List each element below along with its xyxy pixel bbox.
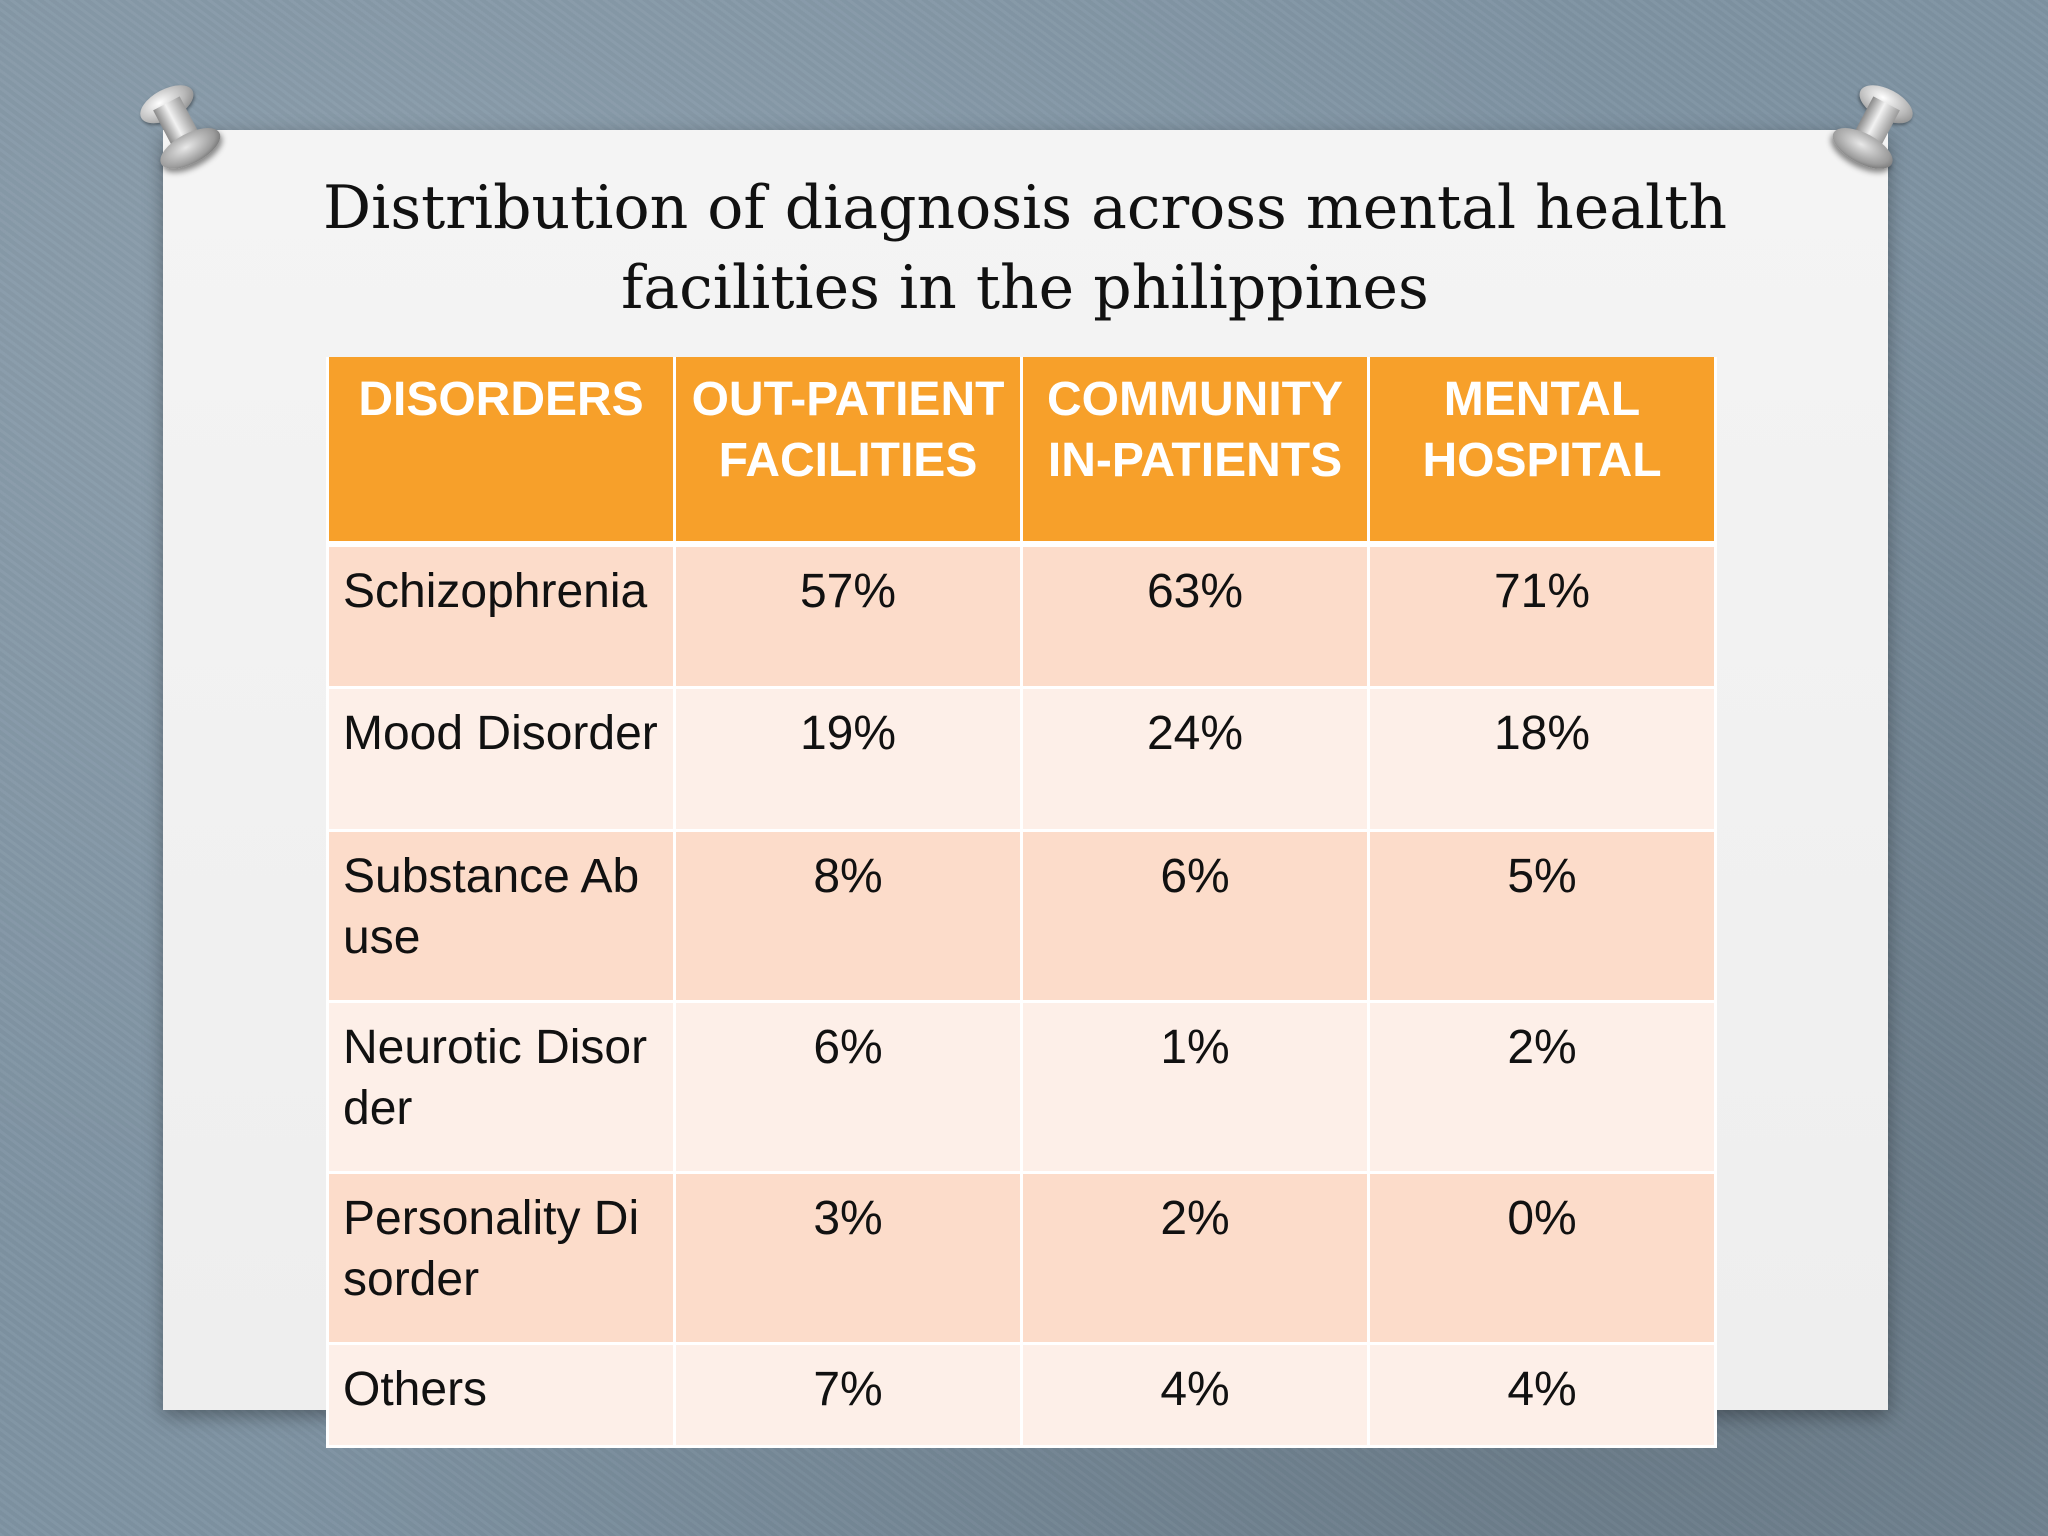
mental-hospital-value: 2% <box>1367 999 1717 1174</box>
out-patient-value: 3% <box>673 1170 1023 1345</box>
disorder-name: Schizophrenia <box>326 542 676 689</box>
table-header-row: DISORDERS OUT-PATIENT FACILITIES COMMUNI… <box>326 357 1717 547</box>
disorder-name: Personality Disorder <box>326 1170 676 1345</box>
mental-hospital-value: 71% <box>1367 542 1717 689</box>
out-patient-value: 6% <box>673 999 1023 1174</box>
table-row: Personality Disorder 3% 2% 0% <box>326 1170 1717 1345</box>
out-patient-value: 7% <box>673 1341 1023 1448</box>
community-in-patient-value: 2% <box>1020 1170 1370 1345</box>
header-mental-hospital: MENTAL HOSPITAL <box>1367 357 1717 547</box>
table-row: Schizophrenia 57% 63% 71% <box>326 542 1717 689</box>
mental-hospital-value: 18% <box>1367 685 1717 832</box>
out-patient-value: 8% <box>673 828 1023 1003</box>
table-row: Mood Disorder 19% 24% 18% <box>326 685 1717 832</box>
slide-title-line-2: facilities in the philippines <box>621 253 1429 323</box>
diagnosis-table: DISORDERS OUT-PATIENT FACILITIES COMMUNI… <box>326 357 1717 1448</box>
community-in-patient-value: 1% <box>1020 999 1370 1174</box>
table-row: Neurotic Disorder 6% 1% 2% <box>326 999 1717 1174</box>
slide-title: Distribution of diagnosis across mental … <box>250 168 1800 328</box>
mental-hospital-value: 0% <box>1367 1170 1717 1345</box>
community-in-patient-value: 6% <box>1020 828 1370 1003</box>
disorder-name: Neurotic Disorder <box>326 999 676 1174</box>
out-patient-value: 19% <box>673 685 1023 832</box>
table-row: Others 7% 4% 4% <box>326 1341 1717 1448</box>
mental-hospital-value: 4% <box>1367 1341 1717 1448</box>
header-disorders: DISORDERS <box>326 357 676 547</box>
disorder-name: Substance Abuse <box>326 828 676 1003</box>
header-out-patient-facilities: OUT-PATIENT FACILITIES <box>673 357 1023 547</box>
out-patient-value: 57% <box>673 542 1023 689</box>
community-in-patient-value: 63% <box>1020 542 1370 689</box>
disorder-name: Mood Disorder <box>326 685 676 832</box>
table-row: Substance Abuse 8% 6% 5% <box>326 828 1717 1003</box>
header-community-in-patients: COMMUNITY IN-PATIENTS <box>1020 357 1370 547</box>
community-in-patient-value: 24% <box>1020 685 1370 832</box>
slide-title-line-1: Distribution of diagnosis across mental … <box>323 173 1727 243</box>
disorder-name: Others <box>326 1341 676 1448</box>
community-in-patient-value: 4% <box>1020 1341 1370 1448</box>
mental-hospital-value: 5% <box>1367 828 1717 1003</box>
